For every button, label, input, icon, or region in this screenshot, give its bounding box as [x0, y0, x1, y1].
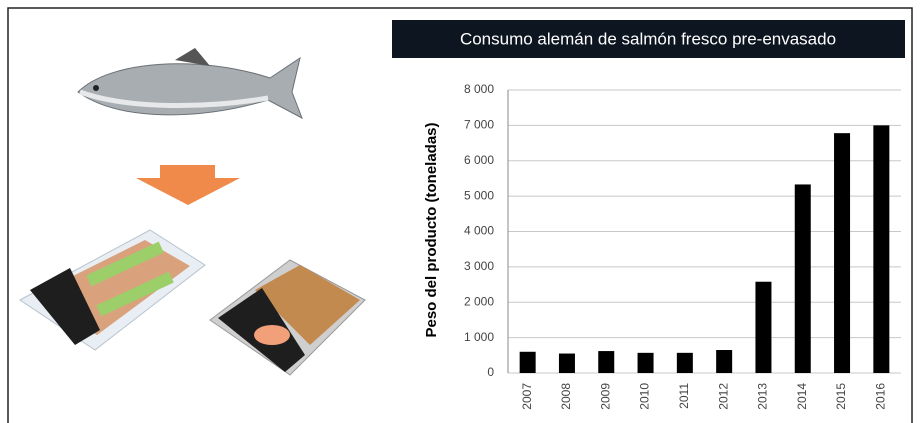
y-tick-label: 3 000	[464, 259, 494, 273]
bar	[716, 350, 733, 373]
package-right	[209, 259, 366, 376]
bar	[794, 184, 811, 373]
y-tick-label: 7 000	[464, 118, 494, 132]
y-tick-label: 4 000	[464, 224, 494, 238]
bar	[755, 281, 772, 373]
y-tick-label: 0	[487, 365, 494, 379]
bar	[873, 125, 890, 373]
y-axis-label: Peso del producto (toneladas)	[423, 122, 440, 337]
x-tick-label: 2016	[874, 383, 888, 410]
x-tick-label: 2014	[795, 383, 809, 410]
bar	[834, 133, 851, 373]
x-tick-label: 2015	[834, 383, 848, 410]
bar	[519, 351, 536, 373]
x-tick-label: 2011	[677, 383, 691, 409]
frame	[7, 7, 913, 423]
y-tick-label: 1 000	[464, 330, 494, 344]
bar	[676, 352, 693, 373]
bar	[637, 352, 654, 373]
x-tick-label: 2007	[520, 383, 534, 410]
chart-title: Consumo alemán de salmón fresco pre-enva…	[460, 29, 836, 48]
fish-illustration	[77, 48, 303, 120]
x-tick-label: 2008	[559, 383, 573, 410]
bar	[558, 353, 575, 373]
chart-title-bar	[392, 20, 905, 58]
y-tick-label: 6 000	[464, 153, 494, 167]
x-tick-label: 2013	[756, 383, 770, 410]
bar	[598, 351, 615, 373]
y-tick-label: 2 000	[464, 294, 494, 308]
down-arrow	[136, 165, 240, 205]
x-tick-label: 2010	[638, 383, 652, 410]
y-tick-label: 8 000	[464, 82, 494, 96]
package-left	[19, 229, 206, 351]
y-tick-label: 5 000	[464, 188, 494, 202]
x-tick-label: 2009	[598, 383, 612, 410]
x-tick-label: 2012	[716, 383, 730, 410]
